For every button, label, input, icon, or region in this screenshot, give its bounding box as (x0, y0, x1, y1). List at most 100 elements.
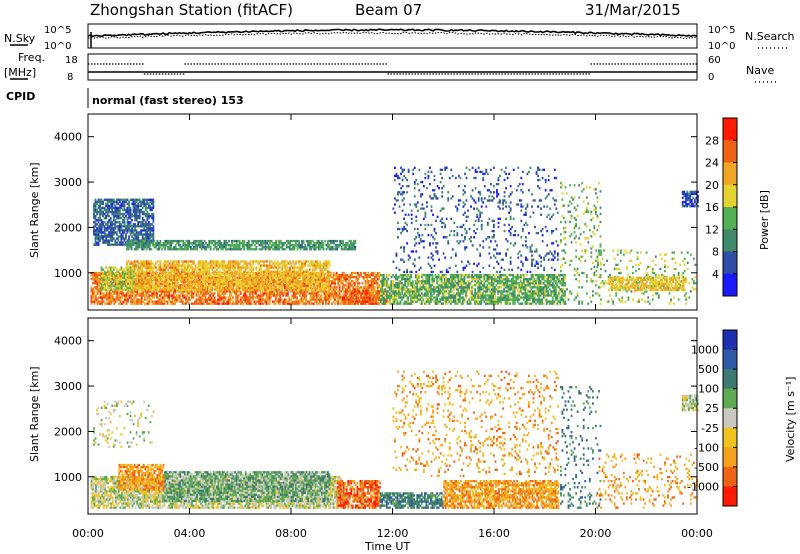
range-cell (309, 296, 312, 299)
range-cell (204, 292, 207, 295)
range-cell (225, 266, 227, 269)
range-cell (106, 198, 109, 201)
range-cell (93, 294, 96, 297)
range-cell (153, 264, 156, 267)
range-cell (177, 260, 180, 263)
range-cell (292, 286, 294, 290)
range-cell (376, 302, 379, 305)
range-cell (111, 294, 114, 297)
range-cell (146, 290, 149, 293)
range-cell (112, 227, 115, 230)
range-cell (198, 278, 201, 281)
range-cell (137, 300, 140, 303)
range-cell (120, 292, 123, 295)
range-cell (366, 298, 368, 301)
range-cell (267, 268, 270, 271)
range-cell (112, 198, 115, 201)
range-cell (235, 280, 238, 284)
range-cell (182, 288, 185, 292)
freq-label: Freq. (18, 51, 45, 64)
range-cell (293, 294, 295, 297)
range-cell (97, 227, 100, 230)
range-cell (126, 225, 129, 228)
range-cell (215, 288, 218, 292)
range-cell (199, 282, 201, 286)
range-cell (334, 273, 336, 277)
range-cell (363, 292, 365, 295)
range-cell (129, 208, 132, 212)
range-cell (224, 296, 227, 299)
range-cell (329, 286, 332, 289)
range-cell (314, 288, 317, 292)
range-cell (197, 286, 200, 290)
range-cell (218, 294, 221, 297)
range-cell (179, 239, 182, 243)
range-cell (270, 284, 273, 288)
range-cell (268, 294, 271, 297)
range-cell (188, 272, 191, 275)
range-cell (344, 296, 347, 299)
range-cell (163, 298, 166, 301)
range-cell (128, 212, 130, 216)
range-cell (148, 266, 151, 269)
range-cell (346, 282, 349, 285)
range-cell (97, 239, 100, 242)
range-cell (268, 296, 271, 299)
range-cell (366, 280, 368, 283)
range-cell (176, 264, 179, 267)
range-cell (249, 282, 252, 286)
range-cell (167, 260, 169, 263)
range-cell (270, 266, 273, 269)
range-cell (268, 290, 271, 293)
range-cell (253, 302, 256, 305)
range-cell (295, 282, 297, 286)
range-cell (358, 282, 361, 285)
range-cell (97, 206, 100, 210)
range-cell (144, 212, 147, 216)
range-cell (204, 298, 207, 301)
range-cell (183, 296, 186, 299)
range-cell (340, 278, 343, 281)
range-cell (141, 235, 144, 238)
range-cell (188, 278, 191, 282)
range-cell (347, 290, 350, 293)
range-cell (145, 290, 148, 293)
range-cell (232, 274, 235, 277)
range-cell (292, 280, 294, 284)
range-cell (191, 275, 193, 279)
range-cell (152, 292, 155, 295)
range-cell (109, 280, 112, 284)
range-cell (269, 286, 271, 290)
range-cell (106, 276, 109, 279)
range-cell (334, 298, 336, 301)
range-cell (152, 296, 155, 299)
range-cell (203, 262, 206, 265)
range-cell (218, 262, 221, 265)
range-cell (247, 284, 250, 288)
range-cell (234, 274, 236, 277)
range-cell (338, 284, 341, 287)
range-cell (145, 262, 148, 265)
range-cell (149, 294, 152, 297)
range-cell (164, 266, 166, 269)
range-cell (144, 231, 147, 234)
range-cell (248, 292, 251, 295)
range-cell (173, 272, 176, 275)
range-cell (375, 298, 378, 301)
range-cell (246, 246, 249, 249)
range-cell (132, 282, 135, 286)
range-cell (122, 288, 124, 292)
range-cell (194, 300, 196, 303)
range-cell (141, 239, 144, 243)
range-cell (346, 302, 349, 305)
range-cell (319, 276, 322, 279)
range-cell (258, 271, 260, 275)
range-cell (323, 272, 326, 275)
range-cell (235, 278, 238, 282)
range-cell (284, 264, 287, 267)
range-cell (128, 206, 130, 210)
range-cell (286, 290, 289, 293)
range-cell (279, 276, 282, 279)
range-cell (148, 239, 151, 243)
range-cell (287, 276, 290, 279)
